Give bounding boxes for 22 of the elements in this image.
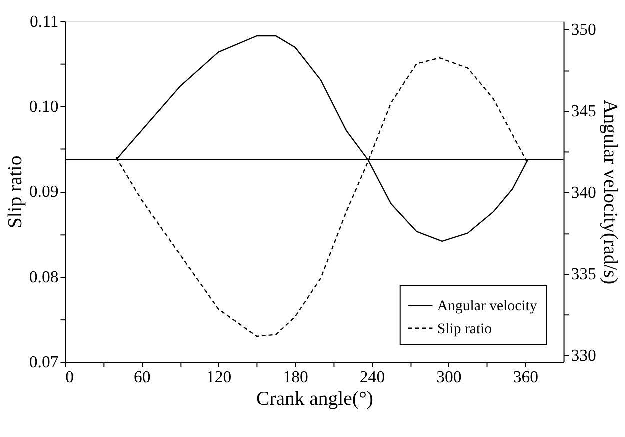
y2-tick-label: 335 [571, 264, 596, 284]
x-tick-label: 300 [436, 367, 462, 386]
x-tick-label: 180 [283, 367, 308, 386]
y-tick-label: 0.07 [29, 352, 59, 372]
x-tick-label: 60 [134, 367, 151, 386]
y-axis-title: Slip ratio [4, 156, 26, 229]
y-tick-label: 0.08 [29, 267, 59, 286]
x-axis-title: Crank angle(°) [256, 388, 374, 410]
y2-tick-label: 330 [571, 346, 596, 365]
x-tick-label: 120 [206, 367, 232, 386]
y2-tick-label: 345 [571, 101, 596, 120]
y2-axis-title: Angular velocity(rad/s) [599, 100, 622, 285]
y-tick-label: 0.10 [29, 96, 59, 116]
legend-label: Slip ratio [437, 321, 492, 338]
y-tick-label: 0.11 [30, 12, 59, 31]
y-tick-label: 0.09 [29, 182, 59, 202]
legend-label: Angular velocity [437, 298, 538, 315]
x-tick-label: 240 [360, 367, 386, 386]
x-tick-label: 0 [66, 367, 74, 386]
x-tick-label: 360 [513, 367, 538, 386]
y2-tick-label: 350 [571, 20, 596, 39]
y2-tick-label: 340 [571, 182, 596, 202]
